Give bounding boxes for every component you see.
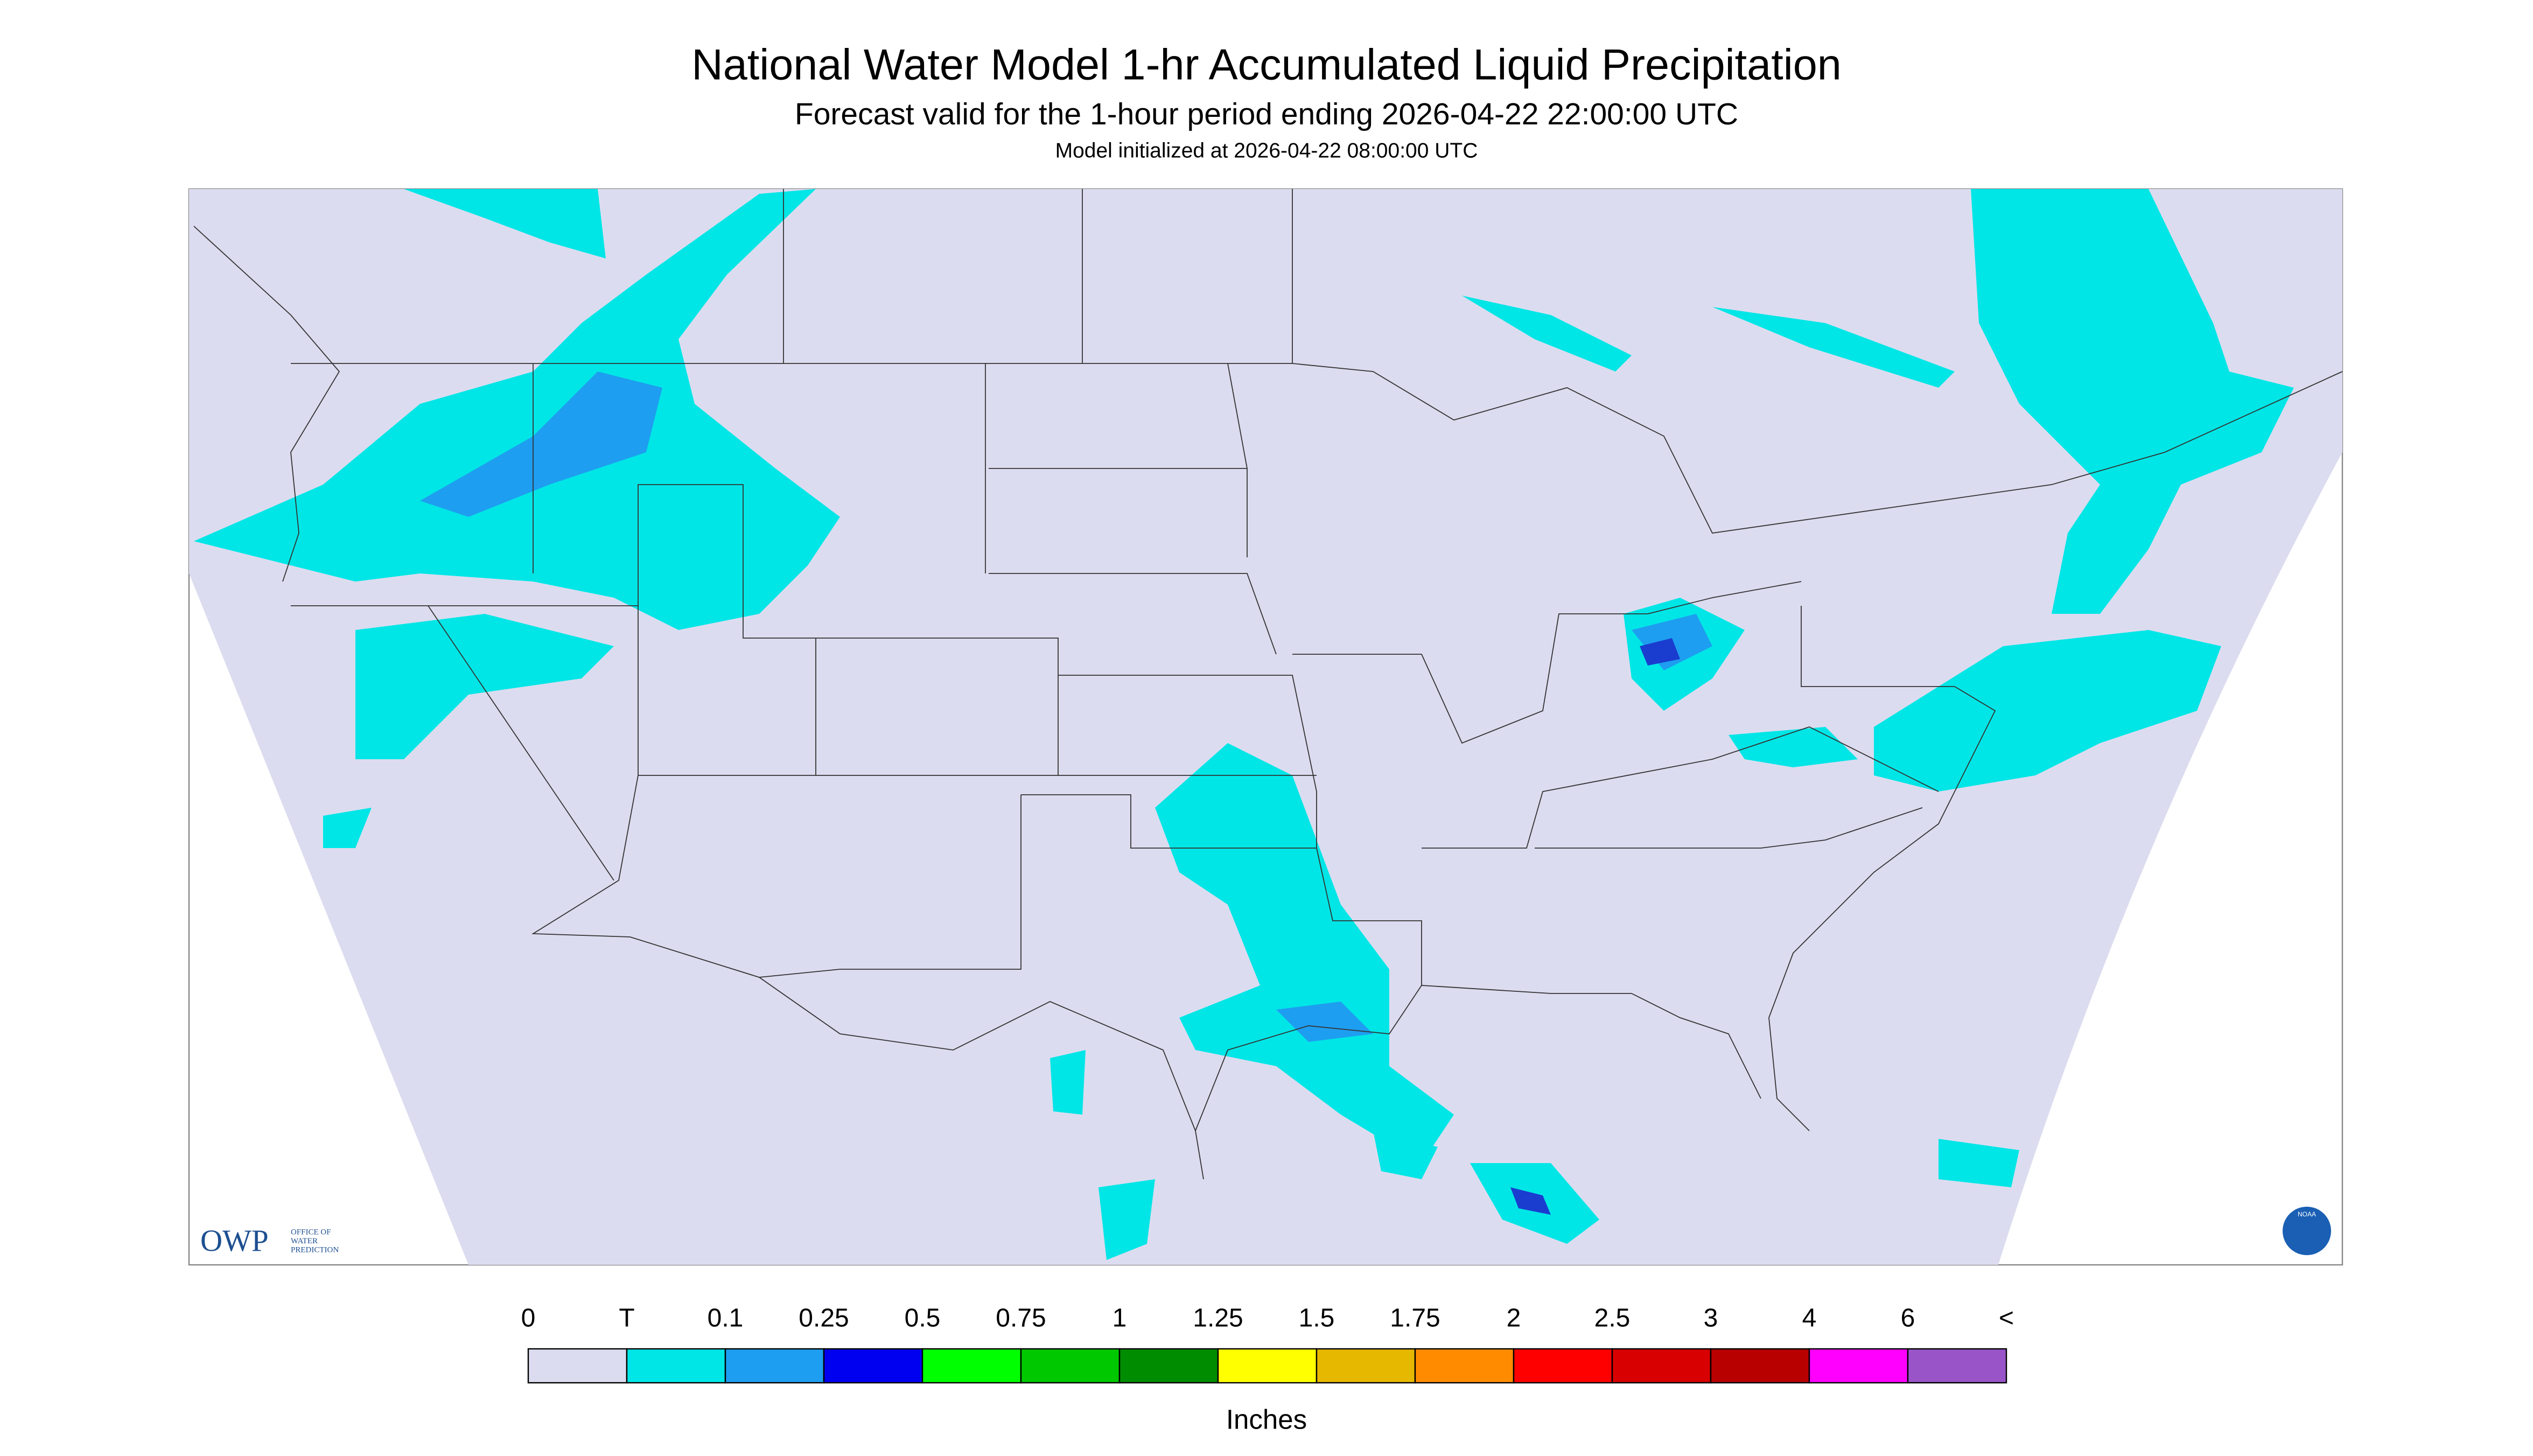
legend-label: 1.5 — [1299, 1304, 1335, 1333]
init-time: Model initialized at 2026-04-22 08:00:00… — [1055, 139, 1478, 162]
legend-swatch — [1808, 1348, 1909, 1384]
precip-area — [1971, 189, 2294, 614]
legend-swatch — [823, 1348, 923, 1384]
legend-swatch — [1907, 1348, 2007, 1384]
legend-label: 6 — [1901, 1304, 1915, 1333]
legend-swatch — [1316, 1348, 1416, 1384]
owp-line: WATER — [291, 1237, 318, 1245]
precip-area — [404, 189, 606, 259]
precip-area — [420, 372, 662, 517]
owp-logo: OWP — [200, 1224, 269, 1258]
subtitle: Forecast valid for the 1-hour period end… — [795, 97, 1738, 131]
precip-area — [355, 614, 614, 760]
legend-label: 1 — [1112, 1304, 1127, 1333]
legend-label: 2 — [1507, 1304, 1521, 1333]
precip-area — [1276, 1002, 1373, 1042]
legend-swatch — [724, 1348, 825, 1384]
legend-swatch — [1414, 1348, 1515, 1384]
legend-label: 0.1 — [708, 1304, 744, 1333]
colorbar: 0 T 0.1 0.25 0.5 0.75 1 1.25 1.5 1.75 2 2.5 3 4 6 < — [521, 1304, 2014, 1384]
legend-swatch — [1217, 1348, 1318, 1384]
precip-area — [1640, 638, 1680, 666]
legend-label: 4 — [1802, 1304, 1817, 1333]
precip-area — [194, 189, 840, 631]
legend-label: 1.75 — [1390, 1304, 1440, 1333]
precip-area — [1510, 1187, 1551, 1215]
legend-label: 0 — [521, 1304, 536, 1333]
boundaries — [193, 189, 2343, 1180]
title: National Water Model 1-hr Accumulated Li… — [691, 40, 1842, 89]
noaa-text: NOAA — [2298, 1210, 2316, 1218]
legend-label: T — [619, 1304, 634, 1333]
legend-label: 1.25 — [1193, 1304, 1243, 1333]
precip-area — [1050, 1050, 1086, 1115]
border — [759, 686, 1996, 1180]
border — [291, 189, 1955, 994]
owp-line: OFFICE OF — [291, 1228, 331, 1236]
legend-label: 0.75 — [996, 1304, 1046, 1333]
legend-swatch — [1020, 1348, 1121, 1384]
precip-area — [1462, 296, 1632, 372]
legend-label: 0.25 — [799, 1304, 849, 1333]
legend-swatch — [1118, 1348, 1219, 1384]
legend-swatch — [527, 1348, 628, 1384]
precip-area — [1373, 1131, 1438, 1180]
precip-area — [1098, 1179, 1155, 1261]
legend-swatch — [1611, 1348, 1712, 1384]
legend-swatch — [626, 1348, 726, 1384]
precip-area — [1939, 1139, 2019, 1188]
legend-label: 3 — [1704, 1304, 1718, 1333]
owp-line: PREDICTION — [291, 1245, 339, 1254]
noaa-logo — [2283, 1207, 2331, 1256]
legend-swatch — [1513, 1348, 1613, 1384]
legend-swatch — [921, 1348, 1022, 1384]
legend-label: 0.5 — [905, 1304, 941, 1333]
border — [1292, 363, 2343, 534]
precip-area — [1712, 307, 1955, 388]
legend-label: 2.5 — [1594, 1304, 1631, 1333]
precip-area — [1874, 630, 2221, 792]
legend-label: < — [1999, 1304, 2014, 1333]
legend-swatch — [1710, 1348, 1810, 1384]
coast — [193, 226, 340, 582]
precip-area — [1729, 727, 1858, 768]
legend-unit: Inches — [1226, 1404, 1307, 1434]
precip-area — [323, 808, 372, 849]
